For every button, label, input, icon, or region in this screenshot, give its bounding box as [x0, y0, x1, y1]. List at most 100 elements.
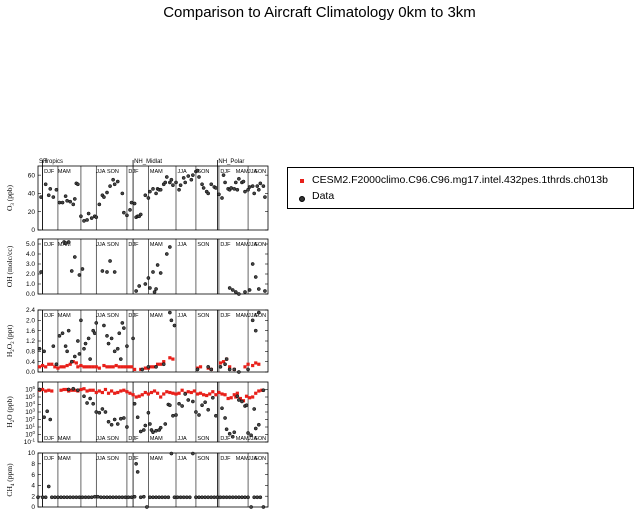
- data-point: [45, 409, 50, 414]
- data-point: [43, 182, 48, 187]
- data-point: [152, 290, 157, 294]
- model-point: [220, 392, 224, 396]
- data-point: [95, 494, 100, 499]
- data-point: [39, 270, 43, 274]
- data-point: [203, 495, 207, 500]
- data-point: [141, 494, 146, 499]
- data-point: [168, 403, 172, 408]
- data-point: [174, 180, 178, 185]
- model-point: [243, 365, 247, 369]
- data-point: [247, 288, 252, 292]
- data-point: [235, 187, 240, 192]
- data-point: [243, 290, 247, 294]
- season-label: MAM: [236, 436, 249, 442]
- data-point: [92, 494, 97, 499]
- model-point: [232, 393, 236, 397]
- data-point: [197, 495, 201, 500]
- data-point: [120, 495, 125, 500]
- panel-4: DJF MAM JJA SON DJF MAM JJA SON DJF MAM JJASON10-1…: [5, 381, 269, 447]
- data-point: [223, 362, 227, 367]
- model-point: [149, 390, 154, 395]
- model-point: [110, 389, 114, 393]
- data-point: [134, 289, 138, 293]
- model-point: [47, 388, 51, 392]
- model-point: [56, 366, 60, 370]
- season-label: MAM: [58, 436, 71, 442]
- data-point: [227, 495, 232, 500]
- data-point: [118, 357, 123, 361]
- y-tick-label: 10-1: [24, 438, 36, 447]
- data-point: [126, 495, 131, 500]
- model-point: [129, 365, 134, 369]
- data-point: [191, 399, 195, 404]
- model-point: [202, 393, 206, 397]
- data-point: [255, 495, 260, 500]
- data-point: [102, 323, 106, 328]
- legend: CESM2.F2000climo.C96.C96.mg17.intel.432p…: [287, 167, 634, 209]
- data-point: [69, 269, 74, 273]
- model-point: [97, 366, 101, 370]
- data-point: [145, 505, 149, 509]
- data-point: [71, 495, 76, 500]
- y-axis-label: OH (molc/cc): [5, 245, 14, 287]
- season-label: SON: [197, 169, 209, 175]
- season-label: MAM: [150, 456, 163, 462]
- data-point: [253, 275, 258, 279]
- data-point: [92, 331, 97, 336]
- data-point: [148, 286, 152, 290]
- data-point: [91, 401, 96, 406]
- model-point: [168, 356, 172, 360]
- data-point: [263, 195, 267, 199]
- model-point: [162, 392, 166, 396]
- model-point: [171, 391, 175, 395]
- data-point: [137, 284, 142, 288]
- data-point: [102, 195, 106, 199]
- season-label: DJF: [44, 169, 55, 175]
- model-point: [168, 390, 172, 395]
- data-point: [112, 270, 117, 274]
- season-label: JJA: [178, 456, 188, 462]
- data-point: [244, 403, 249, 408]
- model-point: [105, 365, 109, 369]
- model-point: [143, 366, 147, 370]
- data-point: [118, 416, 123, 421]
- data-point: [88, 357, 92, 361]
- data-point: [48, 187, 53, 191]
- season-label: SON: [107, 436, 119, 442]
- data-point: [221, 495, 226, 500]
- model-point: [97, 389, 101, 393]
- data-point: [99, 495, 103, 500]
- data-point: [141, 428, 146, 432]
- model-point: [91, 365, 95, 369]
- season-label: MAM: [58, 169, 71, 175]
- data-point: [40, 495, 45, 500]
- model-point: [146, 392, 150, 396]
- season-label: JJA: [96, 436, 106, 442]
- model-point: [70, 388, 74, 392]
- season-label: JJA: [178, 313, 188, 319]
- data-point: [86, 336, 91, 341]
- data-point: [154, 364, 158, 369]
- model-point: [254, 361, 258, 365]
- data-point: [66, 328, 71, 333]
- season-label: SON: [254, 169, 266, 175]
- model-point: [257, 362, 261, 366]
- data-point: [256, 287, 261, 291]
- data-point: [197, 175, 201, 179]
- data-point: [209, 367, 214, 372]
- model-point: [50, 389, 54, 393]
- data-point: [151, 187, 155, 191]
- panel-frame: [37, 165, 269, 231]
- data-point: [151, 270, 155, 274]
- data-point: [187, 495, 192, 500]
- data-point: [66, 387, 71, 392]
- model-point: [44, 365, 48, 369]
- data-point: [154, 428, 158, 433]
- model-point: [103, 387, 108, 392]
- data-point: [148, 189, 152, 194]
- panel-1: DJF MAM JJA SON DJF MAM JJA SON DJF MAM JJASON0204…: [5, 160, 269, 234]
- season-label: SON: [197, 313, 209, 319]
- model-point: [125, 390, 129, 394]
- data-point: [197, 413, 201, 417]
